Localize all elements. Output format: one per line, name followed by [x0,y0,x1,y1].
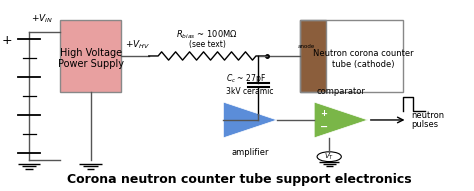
Text: +: + [320,109,327,118]
Polygon shape [314,102,368,138]
Text: $+V_{IN}$: $+V_{IN}$ [31,12,54,25]
Text: amplifier: amplifier [231,148,269,157]
Text: pulses: pulses [411,120,438,129]
Text: High Voltage: High Voltage [60,48,122,58]
Text: $C_c$ ~ 27pF: $C_c$ ~ 27pF [226,72,266,85]
Text: $V_T$: $V_T$ [324,152,334,162]
Polygon shape [223,102,277,138]
Text: comparator: comparator [317,87,365,96]
Text: (see text): (see text) [189,40,226,49]
Text: −: − [320,122,328,132]
FancyBboxPatch shape [60,20,121,92]
Text: $R_{bias}$ ~ 100M$\Omega$: $R_{bias}$ ~ 100M$\Omega$ [176,28,238,41]
Text: +: + [1,34,12,47]
Text: 3kV ceramic: 3kV ceramic [226,87,273,96]
Text: Power Supply: Power Supply [57,59,124,70]
FancyBboxPatch shape [300,20,326,92]
Text: anode: anode [298,44,315,49]
Text: $+V_{HV}$: $+V_{HV}$ [125,39,150,51]
Text: Corona neutron counter tube support electronics: Corona neutron counter tube support elec… [67,173,412,186]
Text: tube (cathode): tube (cathode) [332,60,394,69]
Text: neutron: neutron [411,111,444,120]
Circle shape [317,152,341,162]
Text: Neutron corona counter: Neutron corona counter [313,49,413,58]
